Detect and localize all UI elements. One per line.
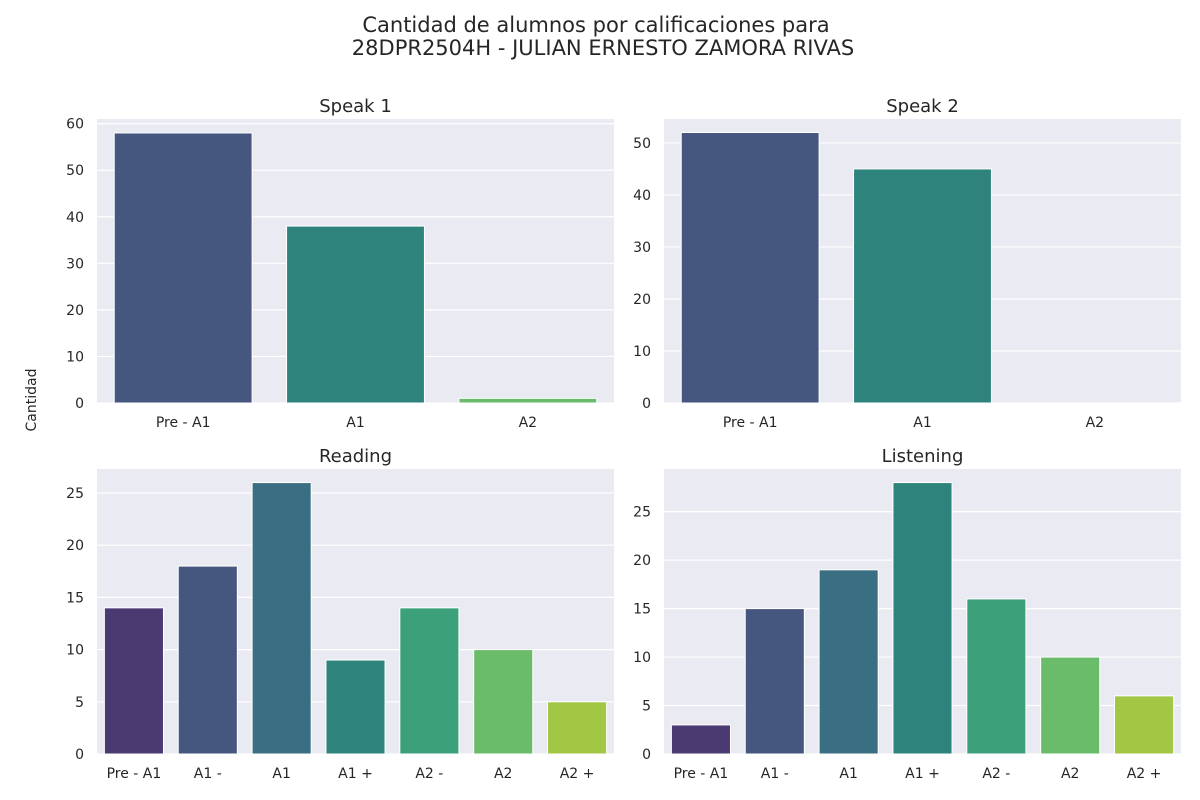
y-tick-label: 30 [633,240,651,256]
y-tick-label: 0 [75,396,84,412]
subplot-listening: 0 5 10 15 20 25 Pre - A1 A1 - A1 A1 + A2 - A2 A2 + Li… [633,446,1181,782]
x-tick-label: A2 + [560,766,595,782]
x-tick-label: A1 - [761,766,789,782]
y-tick-label: 0 [642,396,651,412]
bar [473,649,534,755]
bar [1114,695,1175,755]
y-tick-label: 15 [633,602,651,618]
bar [177,565,238,755]
bar [103,607,164,755]
subplot-title: Speak 1 [319,96,392,117]
x-tick-label: A2 [1061,766,1079,782]
bar [399,607,460,755]
x-tick-label: A2 - [415,766,443,782]
bar [892,482,953,755]
figure-title-line-1: Cantidad de alumnos por calificaciones p… [362,13,829,37]
y-tick-label: 20 [66,538,84,554]
y-tick-label: 20 [633,292,651,308]
y-tick-label: 10 [633,650,651,666]
bar [966,598,1027,755]
bar [286,225,425,404]
x-tick-label: Pre - A1 [107,766,162,782]
bar [458,397,598,404]
subplot-title: Listening [882,446,964,467]
y-tick-label: 10 [633,344,651,360]
x-tick-label: A2 + [1127,766,1162,782]
x-tick-label: A1 [346,415,364,431]
x-tick-label: A1 [913,415,931,431]
y-tick-label: 25 [633,505,651,521]
x-tick-label: Pre - A1 [674,766,729,782]
x-tick-label: A2 [1086,415,1104,431]
bar [547,701,608,755]
subplot-reading: 0 5 10 15 20 25 Pre - A1 A1 - A1 A1 + A2 - A2 A2 + Re… [66,446,614,782]
y-tick-label: 5 [75,695,84,711]
y-tick-label: 10 [66,643,84,659]
y-tick-label: 40 [66,210,84,226]
y-tick-label: 60 [66,117,84,133]
x-tick-label: Pre - A1 [723,415,778,431]
bar [818,569,879,755]
y-tick-label: 20 [66,303,84,319]
subplot-title: Speak 2 [886,96,959,117]
bar [670,724,731,755]
bar [251,482,312,755]
y-tick-label: 0 [75,747,84,763]
bar [853,168,992,404]
y-tick-label: 50 [66,163,84,179]
subplot-speak-1: 0 10 20 30 40 50 60 Pre - A1 A1 A2 Speak 1 [66,96,614,431]
x-tick-label: Pre - A1 [156,415,211,431]
x-tick-label: A1 [839,766,857,782]
bar [680,132,820,404]
y-axis-label: Cantidad [24,369,40,432]
subplot-title: Reading [319,446,392,467]
y-tick-label: 5 [642,699,651,715]
figure-title-line-2: 28DPR2504H - JULIAN ERNESTO ZAMORA RIVAS [352,36,854,60]
bar [113,132,253,404]
x-tick-label: A1 + [905,766,940,782]
x-tick-label: A2 [494,766,512,782]
x-tick-label: A2 - [982,766,1010,782]
x-tick-label: A2 [519,415,537,431]
y-tick-label: 50 [633,136,651,152]
x-tick-label: A1 [272,766,290,782]
x-tick-label: A1 - [194,766,222,782]
subplot-speak-2: 0 10 20 30 40 50 Pre - A1 A1 A2 Speak 2 [633,96,1181,431]
bar [744,608,805,755]
y-tick-label: 15 [66,590,84,606]
y-tick-label: 40 [633,188,651,204]
bar [325,659,386,755]
x-tick-label: A1 + [338,766,373,782]
y-tick-label: 25 [66,486,84,502]
y-tick-label: 0 [642,747,651,763]
y-tick-label: 10 [66,349,84,365]
y-tick-label: 20 [633,553,651,569]
bar [1040,656,1101,755]
y-tick-label: 30 [66,256,84,272]
